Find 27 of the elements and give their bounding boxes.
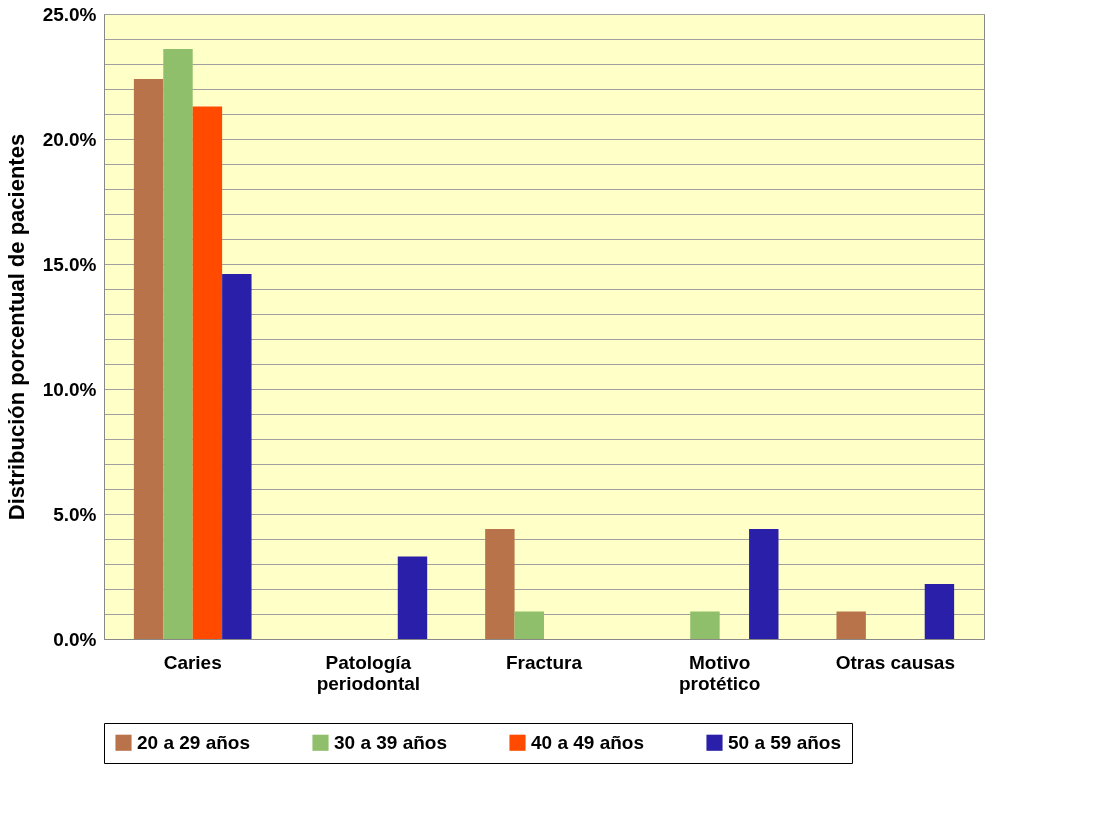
y-tick-label: 20.0% [42,128,97,150]
legend-label: 50 a 59 años [728,731,842,753]
bar [485,529,515,639]
y-axis-title: Distribución porcentual de pacientes [3,133,29,521]
x-tick-label: Caries [163,651,222,673]
legend-label: 40 a 49 años [531,731,645,753]
bar [133,79,164,639]
bar [163,49,193,639]
bar [397,556,428,639]
x-tick-label: Otras causas [835,651,955,673]
y-tick-label: 25.0% [42,3,97,25]
x-tick-label: Patología periodontal [316,651,421,694]
bar [749,529,779,639]
y-tick-label: 15.0% [42,253,97,275]
legend-label: 30 a 39 años [334,731,448,753]
bar [192,106,223,639]
bar [222,274,252,639]
y-tick-label: 10.0% [42,378,97,400]
y-tick-label: 0.0% [53,628,97,650]
legend-label: 20 a 29 años [137,731,251,753]
x-tick-label: Fractura [505,651,583,673]
x-tick-label: Motivo protético [679,651,761,694]
y-tick-label: 5.0% [53,503,97,525]
bar [514,611,544,639]
bar [924,584,955,639]
bar [690,611,720,639]
bar [836,611,866,639]
